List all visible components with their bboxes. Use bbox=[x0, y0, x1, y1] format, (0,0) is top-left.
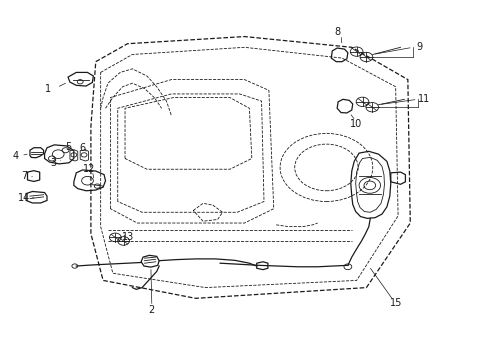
Text: 3: 3 bbox=[50, 158, 56, 168]
Text: 7: 7 bbox=[21, 171, 27, 181]
Text: 5: 5 bbox=[65, 142, 71, 152]
Text: 14: 14 bbox=[18, 193, 30, 203]
Text: 2: 2 bbox=[148, 305, 155, 315]
Text: 15: 15 bbox=[389, 298, 402, 308]
Text: 10: 10 bbox=[349, 120, 361, 129]
Text: 12: 12 bbox=[83, 164, 96, 174]
Text: 1: 1 bbox=[45, 84, 51, 94]
Text: 4: 4 bbox=[12, 150, 19, 161]
Text: 13: 13 bbox=[122, 232, 134, 242]
Text: 9: 9 bbox=[415, 42, 421, 52]
Text: 6: 6 bbox=[80, 143, 85, 153]
Text: 11: 11 bbox=[417, 94, 429, 104]
Text: 8: 8 bbox=[333, 27, 340, 37]
